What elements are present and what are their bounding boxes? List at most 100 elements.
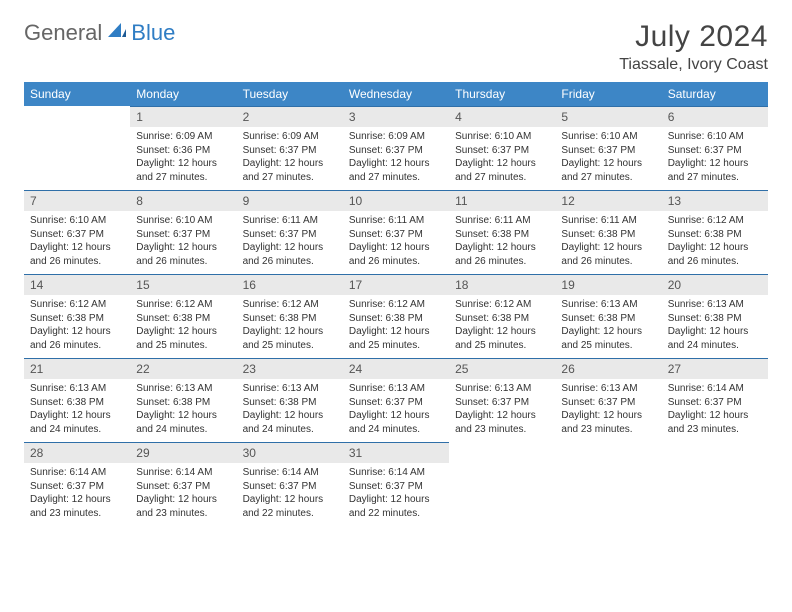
sunset-text: Sunset: 6:37 PM [243,480,337,494]
day-number: 4 [449,106,555,127]
daylight-text: Daylight: 12 hours and 25 minutes. [349,325,443,352]
sunrise-text: Sunrise: 6:10 AM [136,214,230,228]
sunset-text: Sunset: 6:37 PM [136,228,230,242]
calendar-cell: 28Sunrise: 6:14 AMSunset: 6:37 PMDayligh… [24,442,130,526]
sunset-text: Sunset: 6:36 PM [136,144,230,158]
daylight-text: Daylight: 12 hours and 23 minutes. [561,409,655,436]
day-details: Sunrise: 6:10 AMSunset: 6:37 PMDaylight:… [449,127,555,190]
daylight-text: Daylight: 12 hours and 27 minutes. [349,157,443,184]
day-details: Sunrise: 6:14 AMSunset: 6:37 PMDaylight:… [24,463,130,526]
calendar-cell: 23Sunrise: 6:13 AMSunset: 6:38 PMDayligh… [237,358,343,442]
calendar-cell: 30Sunrise: 6:14 AMSunset: 6:37 PMDayligh… [237,442,343,526]
daylight-text: Daylight: 12 hours and 23 minutes. [668,409,762,436]
daylight-text: Daylight: 12 hours and 22 minutes. [243,493,337,520]
page-header: General Blue July 2024 Tiassale, Ivory C… [24,20,768,74]
day-number: 18 [449,274,555,295]
calendar-cell: 25Sunrise: 6:13 AMSunset: 6:37 PMDayligh… [449,358,555,442]
calendar-cell: 11Sunrise: 6:11 AMSunset: 6:38 PMDayligh… [449,190,555,274]
sunrise-text: Sunrise: 6:13 AM [30,382,124,396]
sunset-text: Sunset: 6:38 PM [349,312,443,326]
day-details: Sunrise: 6:12 AMSunset: 6:38 PMDaylight:… [449,295,555,358]
sunset-text: Sunset: 6:37 PM [455,144,549,158]
day-number: 25 [449,358,555,379]
sunrise-text: Sunrise: 6:13 AM [561,382,655,396]
daylight-text: Daylight: 12 hours and 27 minutes. [243,157,337,184]
daylight-text: Daylight: 12 hours and 27 minutes. [668,157,762,184]
sunrise-text: Sunrise: 6:12 AM [136,298,230,312]
sunrise-text: Sunrise: 6:11 AM [349,214,443,228]
day-number: 11 [449,190,555,211]
day-header: Friday [555,82,661,106]
day-number: 15 [130,274,236,295]
sunrise-text: Sunrise: 6:13 AM [136,382,230,396]
sunset-text: Sunset: 6:37 PM [561,396,655,410]
day-details: Sunrise: 6:14 AMSunset: 6:37 PMDaylight:… [343,463,449,526]
sunrise-text: Sunrise: 6:10 AM [668,130,762,144]
sunrise-text: Sunrise: 6:13 AM [243,382,337,396]
sunrise-text: Sunrise: 6:13 AM [668,298,762,312]
sunrise-text: Sunrise: 6:13 AM [561,298,655,312]
day-details: Sunrise: 6:12 AMSunset: 6:38 PMDaylight:… [130,295,236,358]
calendar-cell: 5Sunrise: 6:10 AMSunset: 6:37 PMDaylight… [555,106,661,190]
calendar-week: 1Sunrise: 6:09 AMSunset: 6:36 PMDaylight… [24,106,768,190]
calendar-cell: 1Sunrise: 6:09 AMSunset: 6:36 PMDaylight… [130,106,236,190]
sunset-text: Sunset: 6:37 PM [30,228,124,242]
day-details: Sunrise: 6:12 AMSunset: 6:38 PMDaylight:… [24,295,130,358]
day-number: 9 [237,190,343,211]
calendar-cell: 12Sunrise: 6:11 AMSunset: 6:38 PMDayligh… [555,190,661,274]
day-details: Sunrise: 6:10 AMSunset: 6:37 PMDaylight:… [662,127,768,190]
calendar-cell: 10Sunrise: 6:11 AMSunset: 6:37 PMDayligh… [343,190,449,274]
daylight-text: Daylight: 12 hours and 24 minutes. [30,409,124,436]
month-title: July 2024 [619,20,768,54]
day-details: Sunrise: 6:10 AMSunset: 6:37 PMDaylight:… [24,211,130,274]
sunrise-text: Sunrise: 6:09 AM [136,130,230,144]
daylight-text: Daylight: 12 hours and 26 minutes. [30,325,124,352]
day-header: Saturday [662,82,768,106]
sunset-text: Sunset: 6:38 PM [136,312,230,326]
sunrise-text: Sunrise: 6:12 AM [243,298,337,312]
day-details: Sunrise: 6:09 AMSunset: 6:37 PMDaylight:… [343,127,449,190]
calendar-cell: 20Sunrise: 6:13 AMSunset: 6:38 PMDayligh… [662,274,768,358]
day-details: Sunrise: 6:13 AMSunset: 6:38 PMDaylight:… [24,379,130,442]
sunrise-text: Sunrise: 6:14 AM [136,466,230,480]
day-details: Sunrise: 6:11 AMSunset: 6:37 PMDaylight:… [237,211,343,274]
sunrise-text: Sunrise: 6:14 AM [668,382,762,396]
day-number: 21 [24,358,130,379]
sunrise-text: Sunrise: 6:09 AM [349,130,443,144]
sunset-text: Sunset: 6:38 PM [243,396,337,410]
day-details: Sunrise: 6:09 AMSunset: 6:36 PMDaylight:… [130,127,236,190]
calendar-cell: 14Sunrise: 6:12 AMSunset: 6:38 PMDayligh… [24,274,130,358]
sunrise-text: Sunrise: 6:09 AM [243,130,337,144]
daylight-text: Daylight: 12 hours and 25 minutes. [136,325,230,352]
day-number: 27 [662,358,768,379]
day-details: Sunrise: 6:13 AMSunset: 6:37 PMDaylight:… [449,379,555,442]
daylight-text: Daylight: 12 hours and 25 minutes. [455,325,549,352]
calendar-cell: 3Sunrise: 6:09 AMSunset: 6:37 PMDaylight… [343,106,449,190]
calendar-cell: 17Sunrise: 6:12 AMSunset: 6:38 PMDayligh… [343,274,449,358]
day-number: 10 [343,190,449,211]
daylight-text: Daylight: 12 hours and 26 minutes. [455,241,549,268]
daylight-text: Daylight: 12 hours and 27 minutes. [455,157,549,184]
sunrise-text: Sunrise: 6:14 AM [349,466,443,480]
sunset-text: Sunset: 6:38 PM [455,312,549,326]
daylight-text: Daylight: 12 hours and 27 minutes. [561,157,655,184]
daylight-text: Daylight: 12 hours and 24 minutes. [136,409,230,436]
sunset-text: Sunset: 6:37 PM [243,228,337,242]
daylight-text: Daylight: 12 hours and 26 minutes. [668,241,762,268]
day-details: Sunrise: 6:13 AMSunset: 6:38 PMDaylight:… [662,295,768,358]
calendar-cell [555,442,661,526]
sunset-text: Sunset: 6:37 PM [668,144,762,158]
day-details: Sunrise: 6:12 AMSunset: 6:38 PMDaylight:… [662,211,768,274]
sunrise-text: Sunrise: 6:12 AM [668,214,762,228]
sunset-text: Sunset: 6:37 PM [668,396,762,410]
day-number: 7 [24,190,130,211]
calendar-week: 7Sunrise: 6:10 AMSunset: 6:37 PMDaylight… [24,190,768,274]
daylight-text: Daylight: 12 hours and 22 minutes. [349,493,443,520]
calendar-body: 1Sunrise: 6:09 AMSunset: 6:36 PMDaylight… [24,106,768,526]
daylight-text: Daylight: 12 hours and 24 minutes. [668,325,762,352]
daylight-text: Daylight: 12 hours and 25 minutes. [243,325,337,352]
day-header-row: SundayMondayTuesdayWednesdayThursdayFrid… [24,82,768,106]
sunrise-text: Sunrise: 6:10 AM [30,214,124,228]
brand-word-general: General [24,20,102,46]
calendar-cell: 22Sunrise: 6:13 AMSunset: 6:38 PMDayligh… [130,358,236,442]
